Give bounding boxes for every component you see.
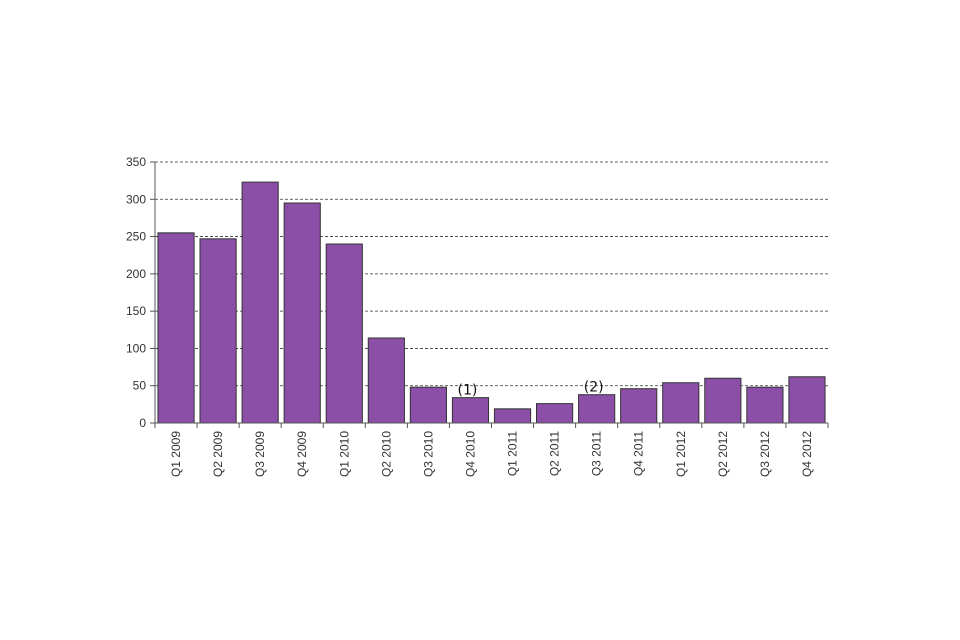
- x-tick-label: Q2 2011: [548, 431, 562, 476]
- y-tick-labels: 0 50 100 150 200 250 300 350: [126, 155, 155, 430]
- x-tick-label: Q1 2012: [674, 431, 688, 477]
- x-tick-label: Q4 2011: [632, 431, 646, 476]
- y-tick-label: 50: [133, 379, 147, 393]
- x-tick-labels: Q1 2009 Q2 2009 Q3 2009 Q4 2009 Q1 2010 Q2 20…: [154, 423, 829, 477]
- x-tick-label: Q4 2012: [800, 431, 814, 477]
- x-tick-label: Q2 2009: [211, 431, 225, 477]
- y-tick-label: 200: [126, 267, 146, 281]
- bar-q4-2009: [283, 202, 321, 424]
- bar-q3-2012: [746, 386, 784, 424]
- x-tick-label: Q1 2009: [169, 431, 183, 477]
- bar-q4-2012: [788, 376, 826, 424]
- x-tick-label: Q3 2012: [758, 431, 772, 477]
- bar-q3-2009: [241, 181, 279, 424]
- bar-q3-2010: [409, 386, 447, 424]
- annotation-label: (2): [584, 380, 604, 396]
- x-tick-label: Q1 2010: [337, 431, 351, 477]
- y-tick-label: 350: [126, 155, 146, 169]
- annotation-label: (1): [458, 383, 478, 399]
- bar-q2-2009: [199, 238, 237, 424]
- bar-q3-2011: [578, 394, 616, 424]
- x-tick-label: Q4 2009: [295, 431, 309, 477]
- x-tick-label: Q3 2010: [421, 431, 435, 477]
- x-tick-label: Q2 2010: [379, 431, 393, 477]
- bar-q2-2010: [367, 337, 405, 424]
- bar-q2-2012: [704, 377, 742, 424]
- x-tick-label: Q3 2011: [590, 431, 604, 476]
- y-tick-label: 250: [126, 230, 146, 244]
- bar-q4-2011: [620, 388, 658, 424]
- x-tick-label: Q4 2010: [463, 431, 477, 477]
- x-tick-label: Q3 2009: [253, 431, 267, 477]
- bar-q4-2010: [451, 397, 490, 424]
- y-tick-label: 100: [126, 341, 146, 355]
- bar-q1-2011: [493, 408, 532, 424]
- y-tick-label: 0: [139, 416, 146, 430]
- y-tick-label: 150: [126, 304, 146, 318]
- bar-q1-2012: [662, 382, 700, 424]
- bars: [157, 181, 826, 424]
- bar-q1-2010: [325, 243, 363, 424]
- annotations: (1) (2): [458, 380, 604, 399]
- bar-q2-2011: [536, 403, 574, 424]
- x-tick-label: Q2 2012: [716, 431, 730, 477]
- bar-q1-2009: [157, 232, 195, 424]
- x-tick-label: Q1 2011: [506, 431, 520, 476]
- y-tick-label: 300: [126, 192, 146, 206]
